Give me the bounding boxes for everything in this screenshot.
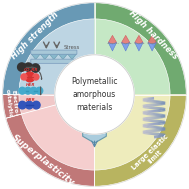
Polygon shape (135, 43, 143, 51)
Circle shape (55, 55, 134, 134)
FancyBboxPatch shape (31, 59, 77, 63)
Text: Electro-
catalytic: Electro- catalytic (5, 88, 18, 118)
Polygon shape (108, 35, 117, 44)
Polygon shape (83, 116, 106, 143)
Circle shape (33, 74, 39, 80)
Circle shape (19, 87, 26, 94)
Wedge shape (94, 3, 186, 94)
Circle shape (18, 63, 26, 71)
Polygon shape (108, 43, 117, 51)
Wedge shape (22, 94, 94, 170)
Circle shape (33, 101, 40, 109)
Text: NRR: NRR (26, 98, 36, 102)
Polygon shape (148, 35, 156, 44)
Text: Superplasticity: Superplasticity (10, 133, 76, 188)
Wedge shape (3, 94, 22, 118)
Circle shape (31, 64, 40, 72)
Wedge shape (94, 19, 170, 95)
Wedge shape (3, 3, 94, 94)
FancyArrowPatch shape (40, 72, 42, 79)
Circle shape (26, 101, 33, 109)
FancyArrowPatch shape (40, 87, 41, 95)
Wedge shape (19, 94, 95, 114)
Circle shape (19, 19, 170, 170)
Circle shape (36, 87, 43, 94)
Text: Stress: Stress (63, 45, 80, 50)
Circle shape (3, 3, 186, 186)
Polygon shape (122, 35, 130, 44)
Circle shape (25, 72, 35, 82)
Polygon shape (31, 54, 77, 60)
Circle shape (24, 63, 33, 71)
Text: CO₂RR: CO₂RR (23, 68, 38, 72)
Wedge shape (19, 19, 95, 95)
Circle shape (30, 87, 37, 94)
Polygon shape (122, 43, 130, 51)
Circle shape (19, 101, 26, 109)
Wedge shape (94, 94, 186, 186)
Wedge shape (6, 114, 94, 186)
Text: HER: HER (26, 83, 35, 87)
Polygon shape (148, 43, 156, 51)
Text: Large elastic
limit: Large elastic limit (131, 133, 174, 176)
Circle shape (25, 87, 31, 94)
Text: High strength: High strength (10, 10, 61, 61)
FancyBboxPatch shape (31, 50, 77, 54)
Polygon shape (135, 35, 143, 44)
Text: Polymetallic
amorphous
materials: Polymetallic amorphous materials (71, 77, 118, 112)
Text: High hardness: High hardness (127, 9, 180, 62)
Wedge shape (94, 94, 170, 170)
Circle shape (21, 74, 27, 80)
